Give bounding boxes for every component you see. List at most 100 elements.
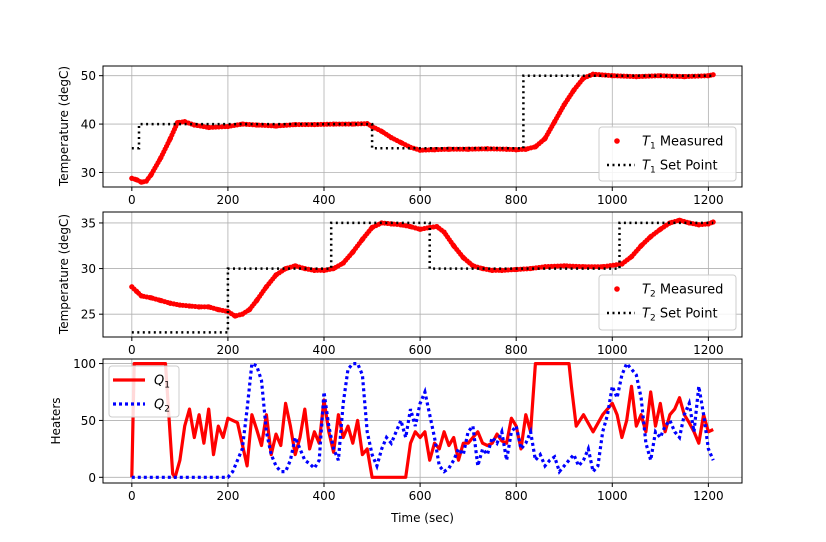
data-point: [191, 122, 197, 128]
plot-area: [129, 71, 716, 185]
data-point: [648, 234, 654, 240]
data-point: [239, 311, 245, 317]
data-point: [369, 123, 375, 130]
data-point: [282, 265, 289, 272]
t2-set-point-line: [131, 221, 714, 334]
data-point: [206, 304, 212, 310]
y-axis-label: Temperature (degC): [57, 214, 71, 335]
x-tick-label: 600: [409, 193, 432, 207]
x-tick-label: 0: [128, 489, 136, 503]
data-point: [676, 217, 683, 223]
q2-line: [131, 360, 715, 479]
data-point: [148, 172, 154, 178]
data-point: [427, 224, 433, 231]
x-tick-label: 1200: [693, 343, 724, 357]
data-point: [369, 224, 375, 231]
data-point: [696, 222, 702, 228]
x-tick-label: 800: [505, 343, 528, 357]
legend: T2 Measured T2 Set Point: [598, 274, 737, 331]
data-point: [263, 284, 269, 290]
data-point: [528, 265, 534, 272]
data-point: [273, 123, 279, 129]
data-point: [148, 295, 154, 301]
y-tick-label: 30: [81, 262, 96, 276]
data-point: [532, 144, 539, 150]
data-point: [417, 147, 423, 153]
y-axis-label: Temperature (degC): [57, 66, 71, 187]
y-tick-label: 50: [81, 69, 96, 83]
data-point: [552, 119, 558, 125]
data-point: [143, 178, 149, 184]
data-point: [292, 263, 298, 269]
chart-panel-2: 0 200 400 600 800 1000 1200 25 30 35 Temperature (…: [57, 211, 743, 357]
legend-label: Q1: [154, 374, 170, 391]
data-point: [513, 147, 519, 153]
data-point: [451, 243, 457, 249]
data-point: [239, 121, 245, 127]
data-point: [196, 304, 202, 310]
chart-panel-1: 0 200 400 600 800 1000 1200 30 40 50 Temperature (…: [57, 65, 743, 207]
data-point: [158, 155, 164, 161]
data-point: [350, 249, 356, 255]
data-point: [134, 288, 140, 294]
x-tick-label: 1200: [693, 489, 724, 503]
legend-label: T1 Set Point: [642, 159, 718, 176]
data-point: [177, 302, 183, 308]
x-axis-label: Time (sec): [390, 511, 454, 525]
data-point: [667, 220, 673, 226]
y-tick-label: 100: [73, 357, 96, 371]
axes-frame: [102, 358, 743, 484]
x-tick-label: 400: [313, 193, 336, 207]
data-point: [129, 284, 135, 290]
y-axis-label: Heaters: [49, 397, 63, 444]
data-point: [705, 73, 711, 79]
x-tick-label: 800: [505, 193, 528, 207]
data-point: [138, 293, 145, 299]
data-point: [398, 139, 404, 146]
y-tick-label: 40: [81, 118, 96, 132]
data-point: [470, 263, 476, 269]
axes-frame: [102, 211, 743, 338]
x-tick-label: 1000: [597, 343, 628, 357]
data-point: [254, 297, 260, 304]
t1-set-point-line: [131, 74, 714, 150]
data-point: [561, 102, 567, 108]
data-point: [134, 177, 140, 183]
x-tick-label: 200: [216, 343, 239, 357]
data-point: [417, 226, 423, 232]
legend-box: [598, 274, 737, 331]
data-point: [619, 261, 625, 267]
x-tick-label: 800: [505, 489, 528, 503]
y-tick-label: 30: [81, 166, 96, 180]
legend-label: Q2: [154, 398, 170, 415]
legend-label: T1 Measured: [642, 135, 723, 152]
x-tick-label: 200: [216, 193, 239, 207]
t1-measured-trace: [129, 71, 716, 185]
data-point: [407, 223, 414, 230]
x-tick-label: 200: [216, 489, 239, 503]
x-tick-label: 600: [409, 489, 432, 503]
data-point: [710, 72, 716, 78]
data-point: [138, 179, 145, 185]
x-tick-label: 1000: [597, 489, 628, 503]
x-tick-label: 400: [313, 489, 336, 503]
data-point: [388, 135, 394, 141]
data-point: [379, 128, 385, 134]
plot-area: [130, 360, 715, 479]
data-point: [657, 226, 663, 232]
x-tick-label: 1000: [597, 193, 628, 207]
data-point: [628, 254, 635, 260]
data-point: [571, 87, 577, 93]
data-point: [460, 255, 466, 261]
data-point: [441, 229, 447, 235]
data-point: [273, 272, 279, 278]
legend-marker-measured: [614, 286, 620, 292]
data-point: [359, 236, 366, 242]
data-point: [638, 243, 644, 249]
plot-area: [129, 217, 716, 334]
data-point: [186, 303, 193, 309]
x-tick-label: 0: [128, 193, 136, 207]
q1-line: [130, 362, 714, 479]
legend-label: T2 Set Point: [642, 307, 718, 324]
